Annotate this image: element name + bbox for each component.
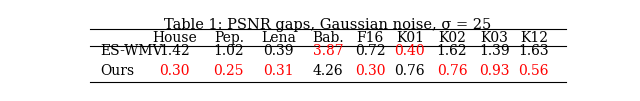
Text: 0.93: 0.93 [479,64,509,78]
Text: 4.26: 4.26 [313,64,343,78]
Text: 1.42: 1.42 [159,44,189,58]
Text: 0.39: 0.39 [263,44,294,58]
Text: 0.76: 0.76 [394,64,425,78]
Text: 0.31: 0.31 [263,64,294,78]
Text: 0.30: 0.30 [159,64,189,78]
Text: 1.02: 1.02 [214,44,244,58]
Text: F16: F16 [356,31,384,45]
Text: Bab.: Bab. [312,31,344,45]
Text: 1.62: 1.62 [436,44,467,58]
Text: Lena: Lena [261,31,296,45]
Text: 0.40: 0.40 [394,44,425,58]
Text: 1.63: 1.63 [518,44,549,58]
Text: K02: K02 [438,31,466,45]
Text: Table 1: PSNR gaps, Gaussian noise, σ = 25: Table 1: PSNR gaps, Gaussian noise, σ = … [164,18,492,32]
Text: Ours: Ours [100,64,134,78]
Text: K03: K03 [480,31,508,45]
Text: 0.72: 0.72 [355,44,385,58]
Text: K01: K01 [396,31,424,45]
Text: K12: K12 [520,31,548,45]
Text: Pep.: Pep. [214,31,244,45]
Text: 0.76: 0.76 [436,64,467,78]
Text: 1.39: 1.39 [479,44,509,58]
Text: House: House [152,31,196,45]
Text: 0.56: 0.56 [518,64,549,78]
Text: 0.25: 0.25 [214,64,244,78]
Text: 0.30: 0.30 [355,64,385,78]
Text: ES-WMV: ES-WMV [100,44,163,58]
Text: 3.87: 3.87 [313,44,343,58]
